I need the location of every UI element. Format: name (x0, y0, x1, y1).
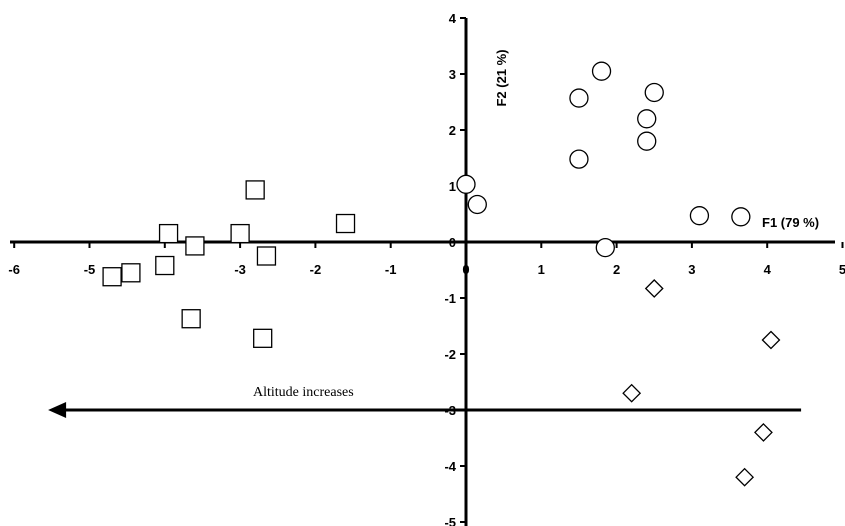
y-tick-label: -4 (444, 459, 456, 474)
y-tick-label: -5 (444, 515, 456, 526)
circle-marker (689, 206, 710, 226)
diamond-marker (622, 383, 642, 403)
square-marker (256, 246, 277, 266)
x-tick-label: 3 (688, 262, 695, 277)
square-marker (245, 180, 265, 200)
circle-marker (637, 131, 657, 151)
square-marker (230, 223, 250, 244)
square-marker (253, 328, 273, 348)
x-tick-label: 1 (538, 262, 545, 277)
circle-marker (456, 174, 476, 194)
y-tick-label: 4 (449, 11, 457, 26)
square-marker (181, 309, 201, 329)
x-axis-title: F1 (79 %) (762, 215, 819, 230)
x-tick-label: 2 (613, 262, 620, 277)
diamond-marker (644, 279, 664, 298)
x-tick-label: -6 (8, 262, 20, 277)
circle-marker (644, 82, 664, 103)
x-tick-label: -2 (310, 262, 322, 277)
square-marker (102, 267, 122, 287)
square-marker (121, 263, 141, 283)
square-marker (335, 213, 356, 234)
y-tick-label: -1 (444, 291, 456, 306)
x-tick-label: 5 (839, 262, 845, 277)
y-tick-label: 0 (449, 235, 456, 250)
annotation-text: Altitude increases (253, 385, 354, 400)
circle-marker (569, 88, 589, 108)
circle-marker (637, 109, 657, 129)
y-tick-label: 3 (449, 67, 456, 82)
y-axis-title: F2 (21 %) (494, 49, 509, 106)
circle-marker (595, 237, 615, 258)
arrow-head (48, 402, 67, 418)
diamond-marker (754, 422, 773, 442)
x-tick-label: 4 (764, 262, 772, 277)
circle-marker (467, 194, 487, 215)
annotation: Altitude increases (48, 385, 802, 418)
square-marker (155, 255, 175, 276)
x-tick-label: -5 (84, 262, 96, 277)
circle-marker (731, 207, 751, 227)
diamond-marker (761, 330, 781, 350)
y-tick-label: -2 (444, 347, 456, 362)
square-marker (185, 236, 205, 256)
data-points (102, 61, 781, 487)
x-tick-label: -1 (385, 262, 397, 277)
x-tick-label: 0 (462, 262, 469, 277)
y-tick-label: 2 (449, 123, 456, 138)
square-marker (158, 223, 179, 244)
x-tick-label: -3 (234, 262, 246, 277)
y-tick-label: 1 (449, 179, 456, 194)
circle-marker (569, 149, 589, 169)
circle-marker (591, 61, 612, 81)
diamond-marker (735, 467, 755, 487)
